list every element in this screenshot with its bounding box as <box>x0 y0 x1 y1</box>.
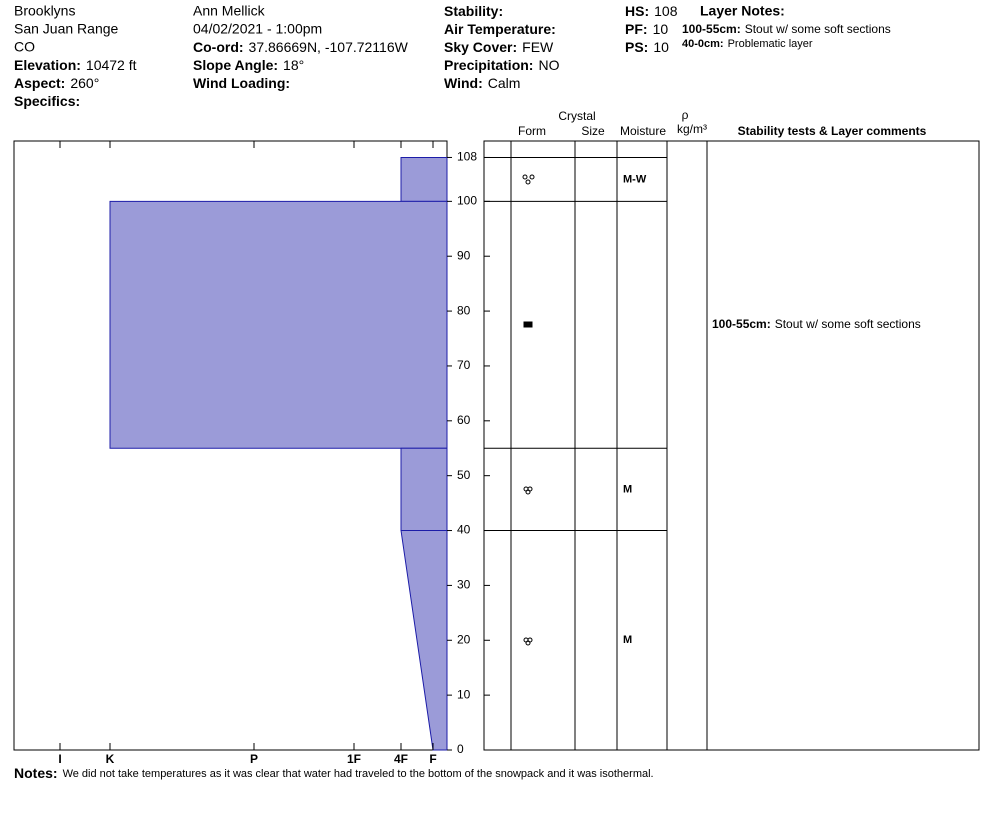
y-tick-label: 100 <box>457 194 477 208</box>
layer-note-text: Stout w/ some soft sections <box>745 22 891 36</box>
y-tick-label: 40 <box>457 523 471 537</box>
field-label: Stability: <box>444 3 503 19</box>
grain-symbol <box>523 321 533 328</box>
header-field: Ann Mellick <box>193 3 266 19</box>
field-label: Air Temperature: <box>444 21 556 37</box>
header-field: Wind: Calm <box>444 75 520 91</box>
col-header: kg/m³ <box>677 122 707 136</box>
col-header: Crystal <box>558 109 595 123</box>
header-field: Slope Angle: 18° <box>193 57 304 73</box>
hardness-layer <box>400 447 448 532</box>
header-field: HS: 108 <box>625 3 678 19</box>
field-label: Sky Cover: <box>444 39 517 55</box>
field-label: HS: <box>625 3 649 19</box>
col-header: Form <box>518 124 546 138</box>
header-field: Precipitation: NO <box>444 57 560 73</box>
header-field: CO <box>14 39 35 55</box>
field-value: 10 <box>653 21 669 37</box>
layer-note-text: Problematic layer <box>728 38 813 50</box>
y-tick-label: 30 <box>457 578 471 592</box>
x-tick-label: I <box>58 752 61 766</box>
y-tick-label: 80 <box>457 303 471 317</box>
comment-text: Stout w/ some soft sections <box>775 317 921 331</box>
comment-range: 100-55cm: <box>712 317 771 331</box>
x-tick-label: F <box>429 752 436 766</box>
y-tick-label: 20 <box>457 632 471 646</box>
field-label: Specifics: <box>14 93 80 109</box>
grain-symbol <box>525 179 531 185</box>
field-label: Wind: <box>444 75 483 91</box>
layer-notes-label: Layer Notes: <box>700 3 785 19</box>
header-field: Brooklyns <box>14 3 75 19</box>
table-frame <box>483 140 980 751</box>
y-tick-label: 70 <box>457 358 471 372</box>
y-tick-label: 90 <box>457 248 471 262</box>
col-header: Size <box>581 124 605 138</box>
col-header: Stability tests & Layer comments <box>738 124 927 138</box>
field-label: PF: <box>625 21 648 37</box>
hardness-layer <box>400 156 448 202</box>
grain-symbol <box>525 489 531 495</box>
header-field: San Juan Range <box>14 21 119 37</box>
y-tick-label: 108 <box>457 150 477 164</box>
y-tick-label: 0 <box>457 742 464 756</box>
col-header: ρ <box>682 108 689 122</box>
field-value: 10472 ft <box>86 57 137 73</box>
moisture: M <box>623 483 632 495</box>
x-tick-label: 1F <box>347 752 361 766</box>
header-field: Specifics: <box>14 93 80 109</box>
field-value: 37.86669N, -107.72116W <box>249 39 409 55</box>
grain-symbol <box>529 174 535 180</box>
layer-note: 40-0cm: Problematic layer <box>682 38 813 50</box>
field-label: Wind Loading: <box>193 75 290 91</box>
field-label: Co-ord: <box>193 39 244 55</box>
moisture: M-W <box>623 173 647 185</box>
header-field: Stability: <box>444 3 503 19</box>
header-field: PS: 10 <box>625 39 669 55</box>
field-label: Elevation: <box>14 57 81 73</box>
notes-label: Notes: <box>14 765 58 781</box>
header-field: Air Temperature: <box>444 21 556 37</box>
y-tick-label: 50 <box>457 468 471 482</box>
header-field: Elevation: 10472 ft <box>14 57 137 73</box>
field-value: 260° <box>70 75 99 91</box>
moisture: M <box>623 634 632 646</box>
layer-comment: 100-55cm: Stout w/ some soft sections <box>712 317 921 331</box>
field-label: Aspect: <box>14 75 65 91</box>
field-label: Precipitation: <box>444 57 533 73</box>
header-field: Aspect: 260° <box>14 75 99 91</box>
field-label: Slope Angle: <box>193 57 278 73</box>
grain-symbol <box>525 640 531 646</box>
field-value: Calm <box>488 75 521 91</box>
y-tick-label: 60 <box>457 413 471 427</box>
col-header: Moisture <box>620 124 666 138</box>
field-value: 18° <box>283 57 304 73</box>
field-value: 108 <box>654 3 678 19</box>
field-value: 10 <box>653 39 669 55</box>
header-field: Sky Cover: FEW <box>444 39 554 55</box>
field-value: FEW <box>522 39 554 55</box>
layer-note-range: 40-0cm: <box>682 38 724 50</box>
header-field: 04/02/2021 - 1:00pm <box>193 21 322 37</box>
y-tick-label: 10 <box>457 687 471 701</box>
hardness-layer <box>109 200 448 449</box>
grain-symbol <box>522 174 528 180</box>
header-field: Wind Loading: <box>193 75 290 91</box>
header-field: Co-ord: 37.86669N, -107.72116W <box>193 39 409 55</box>
x-tick-label: 4F <box>394 752 408 766</box>
layer-note: 100-55cm: Stout w/ some soft sections <box>682 22 891 36</box>
layer-note-range: 100-55cm: <box>682 22 741 36</box>
field-value: NO <box>538 57 559 73</box>
x-tick-label: K <box>106 752 115 766</box>
header-field: PF: 10 <box>625 21 668 37</box>
hardness-layer <box>400 530 448 751</box>
field-label: PS: <box>625 39 648 55</box>
notes-text: We did not take temperatures as it was c… <box>63 768 654 780</box>
notes: Notes: We did not take temperatures as it… <box>14 765 654 781</box>
x-tick-label: P <box>250 752 258 766</box>
form-symbols <box>522 174 535 646</box>
